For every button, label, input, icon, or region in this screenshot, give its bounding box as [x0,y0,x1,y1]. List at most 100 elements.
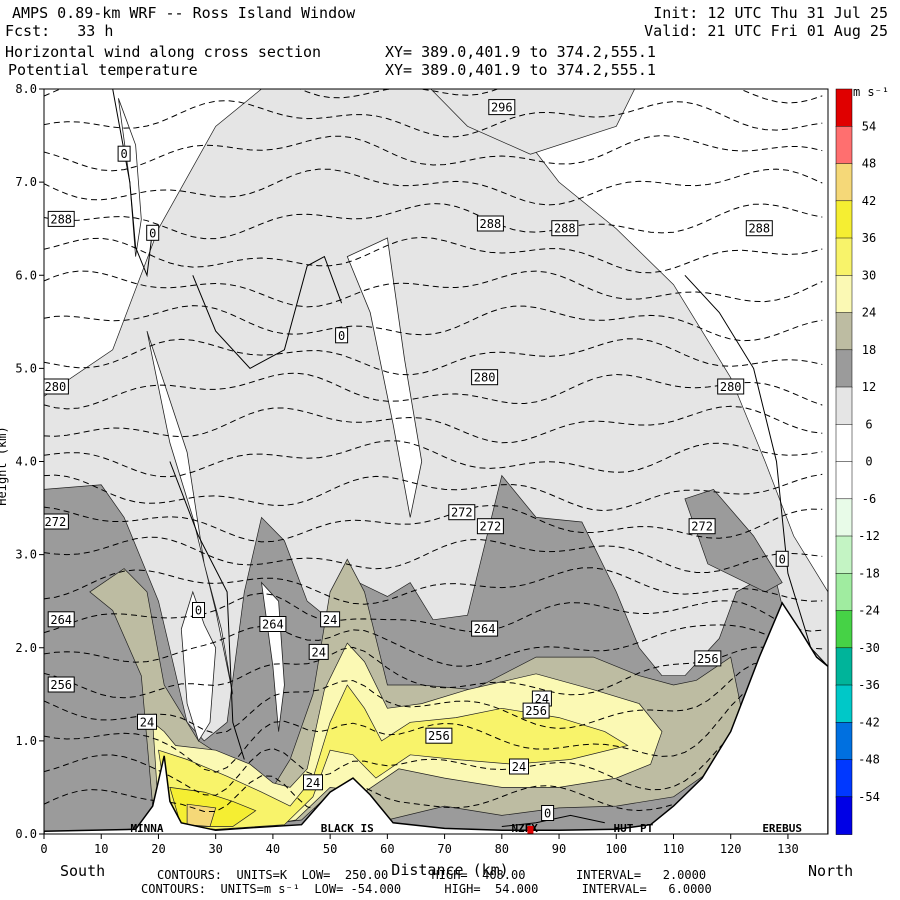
terrain-profile [44,601,828,834]
colorbar: 54 48 42 36 30 24 18 12 6 0 -6 -12 -18 -24 -30 -36 -42 -4… [835,88,880,835]
chart-title: AMPS 0.89-km WRF -- Ross Island Window [12,4,356,22]
contour-label-text: 272 [691,520,713,534]
contour-label-box [44,378,69,395]
colorbar-level-label: -30 [858,641,880,655]
x-tick-label: 0 [40,842,47,856]
contour-label-256: 256 [522,702,550,719]
contour-label-box [117,145,131,162]
y-tick-label: 0.0 [15,827,37,841]
terrain-label-nzfx: NZFX [511,822,538,835]
xy-1: XY= 389.0,401.9 to 374.2,555.1 [385,43,656,61]
colorbar-swatch [835,275,853,314]
contour-label-text: 264 [474,622,496,636]
colorbar-level-label: -24 [858,604,880,618]
x-tick-label: 40 [266,842,280,856]
contour-label-text: 24 [512,760,526,774]
colorbar-level-label: 36 [862,231,876,245]
x-tick-label: 10 [94,842,108,856]
contour-label-text: 280 [720,380,742,394]
contour-label-text: 0 [120,147,127,161]
contour-label-288: 288 [745,220,773,237]
contour-label-box [146,224,160,241]
theta-contour-280K [44,338,823,376]
contour-label-text: 256 [50,678,72,692]
colorbar-level-label: -48 [858,753,880,767]
theta-contour-262K [44,624,823,667]
contour-label-text: 272 [45,515,67,529]
colorbar-swatch [835,200,853,239]
shade-6-12-top [430,89,636,155]
contour-label-280: 280 [44,378,69,395]
y-tick-label: 5.0 [15,361,37,375]
theta-contour-292K [44,134,823,172]
x-tick-label: 80 [495,842,509,856]
contour-label-text: 24 [140,715,154,729]
field-2-label: Potential temperature [8,61,198,79]
colorbar-units: m s⁻¹ [853,85,889,99]
contour-label-256: 256 [425,727,453,744]
contour-label-272: 272 [476,518,504,535]
contour-label-text: 288 [480,217,502,231]
x-tick-label: 110 [663,842,685,856]
theta-contour-282K [44,305,823,342]
terrain-label-erebus: EREBUS [762,822,802,835]
theta-contour-252K [44,762,823,812]
terrain-label-minna: MINNA [130,822,163,835]
contour-label-288: 288 [551,220,579,237]
contour-label-box [448,504,476,521]
contour-label-box [471,620,499,637]
contour-label-text: 288 [554,222,576,236]
contour-label-0: 0 [146,224,160,241]
contour-label-box [775,550,789,567]
theta-contour-256K [44,688,823,773]
footer-contours-theta: CONTOURS: UNITS=K LOW= 250.00 HIGH= 408.… [157,868,707,882]
theta-contour-270K [44,504,823,543]
contour-label-box [488,99,516,116]
x-axis-label: Distance (km) [391,861,508,879]
colorbar-swatch [835,535,853,575]
x-tick-label: 20 [151,842,165,856]
colorbar-swatch [835,386,853,426]
y-axis-label: Height (km) [0,426,9,505]
colorbar-level-label: 54 [862,119,876,133]
contour-label-box [192,602,205,618]
init-time: Init: 12 UTC Thu 31 Jul 25 [653,4,888,22]
contour-label-box [745,220,773,237]
valid-time: Valid: 21 UTC Fri 01 Aug 25 [644,22,888,40]
theta-contour-272K [44,473,823,512]
contour-label-text: 24 [306,776,320,790]
colorbar-level-label: -6 [862,492,876,506]
colorbar-level-label: -54 [858,790,880,804]
contour-label-0: 0 [335,327,349,344]
colorbar-swatch [835,88,853,128]
footer-contours-wind: CONTOURS: UNITS=m s⁻¹ LOW= -54.000 HIGH=… [141,882,712,896]
contour-label-272: 272 [688,518,716,535]
colorbar-swatch [835,722,853,761]
theta-contour-276K [44,405,823,444]
shade-42-48 [186,803,217,827]
contour-label-256: 256 [694,650,722,667]
contour-label-box [476,518,504,535]
theta-contour-290K [44,168,823,206]
y-tick-label: 1.0 [15,734,37,748]
y-tick-label: 3.0 [15,548,37,562]
zero-wind-contour-3 [169,461,245,760]
plot-area: 296 0 288 0 288 288 288 0 280 280 280 272 272 272 272 0… [44,89,828,835]
contour-label-text: 288 [50,212,72,226]
low-wind-lobe-5 [346,237,423,518]
contour-label-272: 272 [448,504,476,521]
contour-label-24: 24 [320,611,341,628]
contour-label-text: 288 [748,222,770,236]
colorbar-swatch [835,312,853,351]
contour-label-text: 280 [45,380,67,394]
x-tick-label: 90 [552,842,566,856]
colorbar-level-label: 6 [865,417,872,431]
contour-label-280: 280 [717,378,745,395]
colorbar-swatch [835,349,853,388]
contour-label-box [137,713,157,730]
contour-label-0: 0 [117,145,131,162]
contour-label-box [717,378,745,395]
y-tick-label: 6.0 [15,268,37,282]
colorbar-level-label: 18 [862,343,876,357]
